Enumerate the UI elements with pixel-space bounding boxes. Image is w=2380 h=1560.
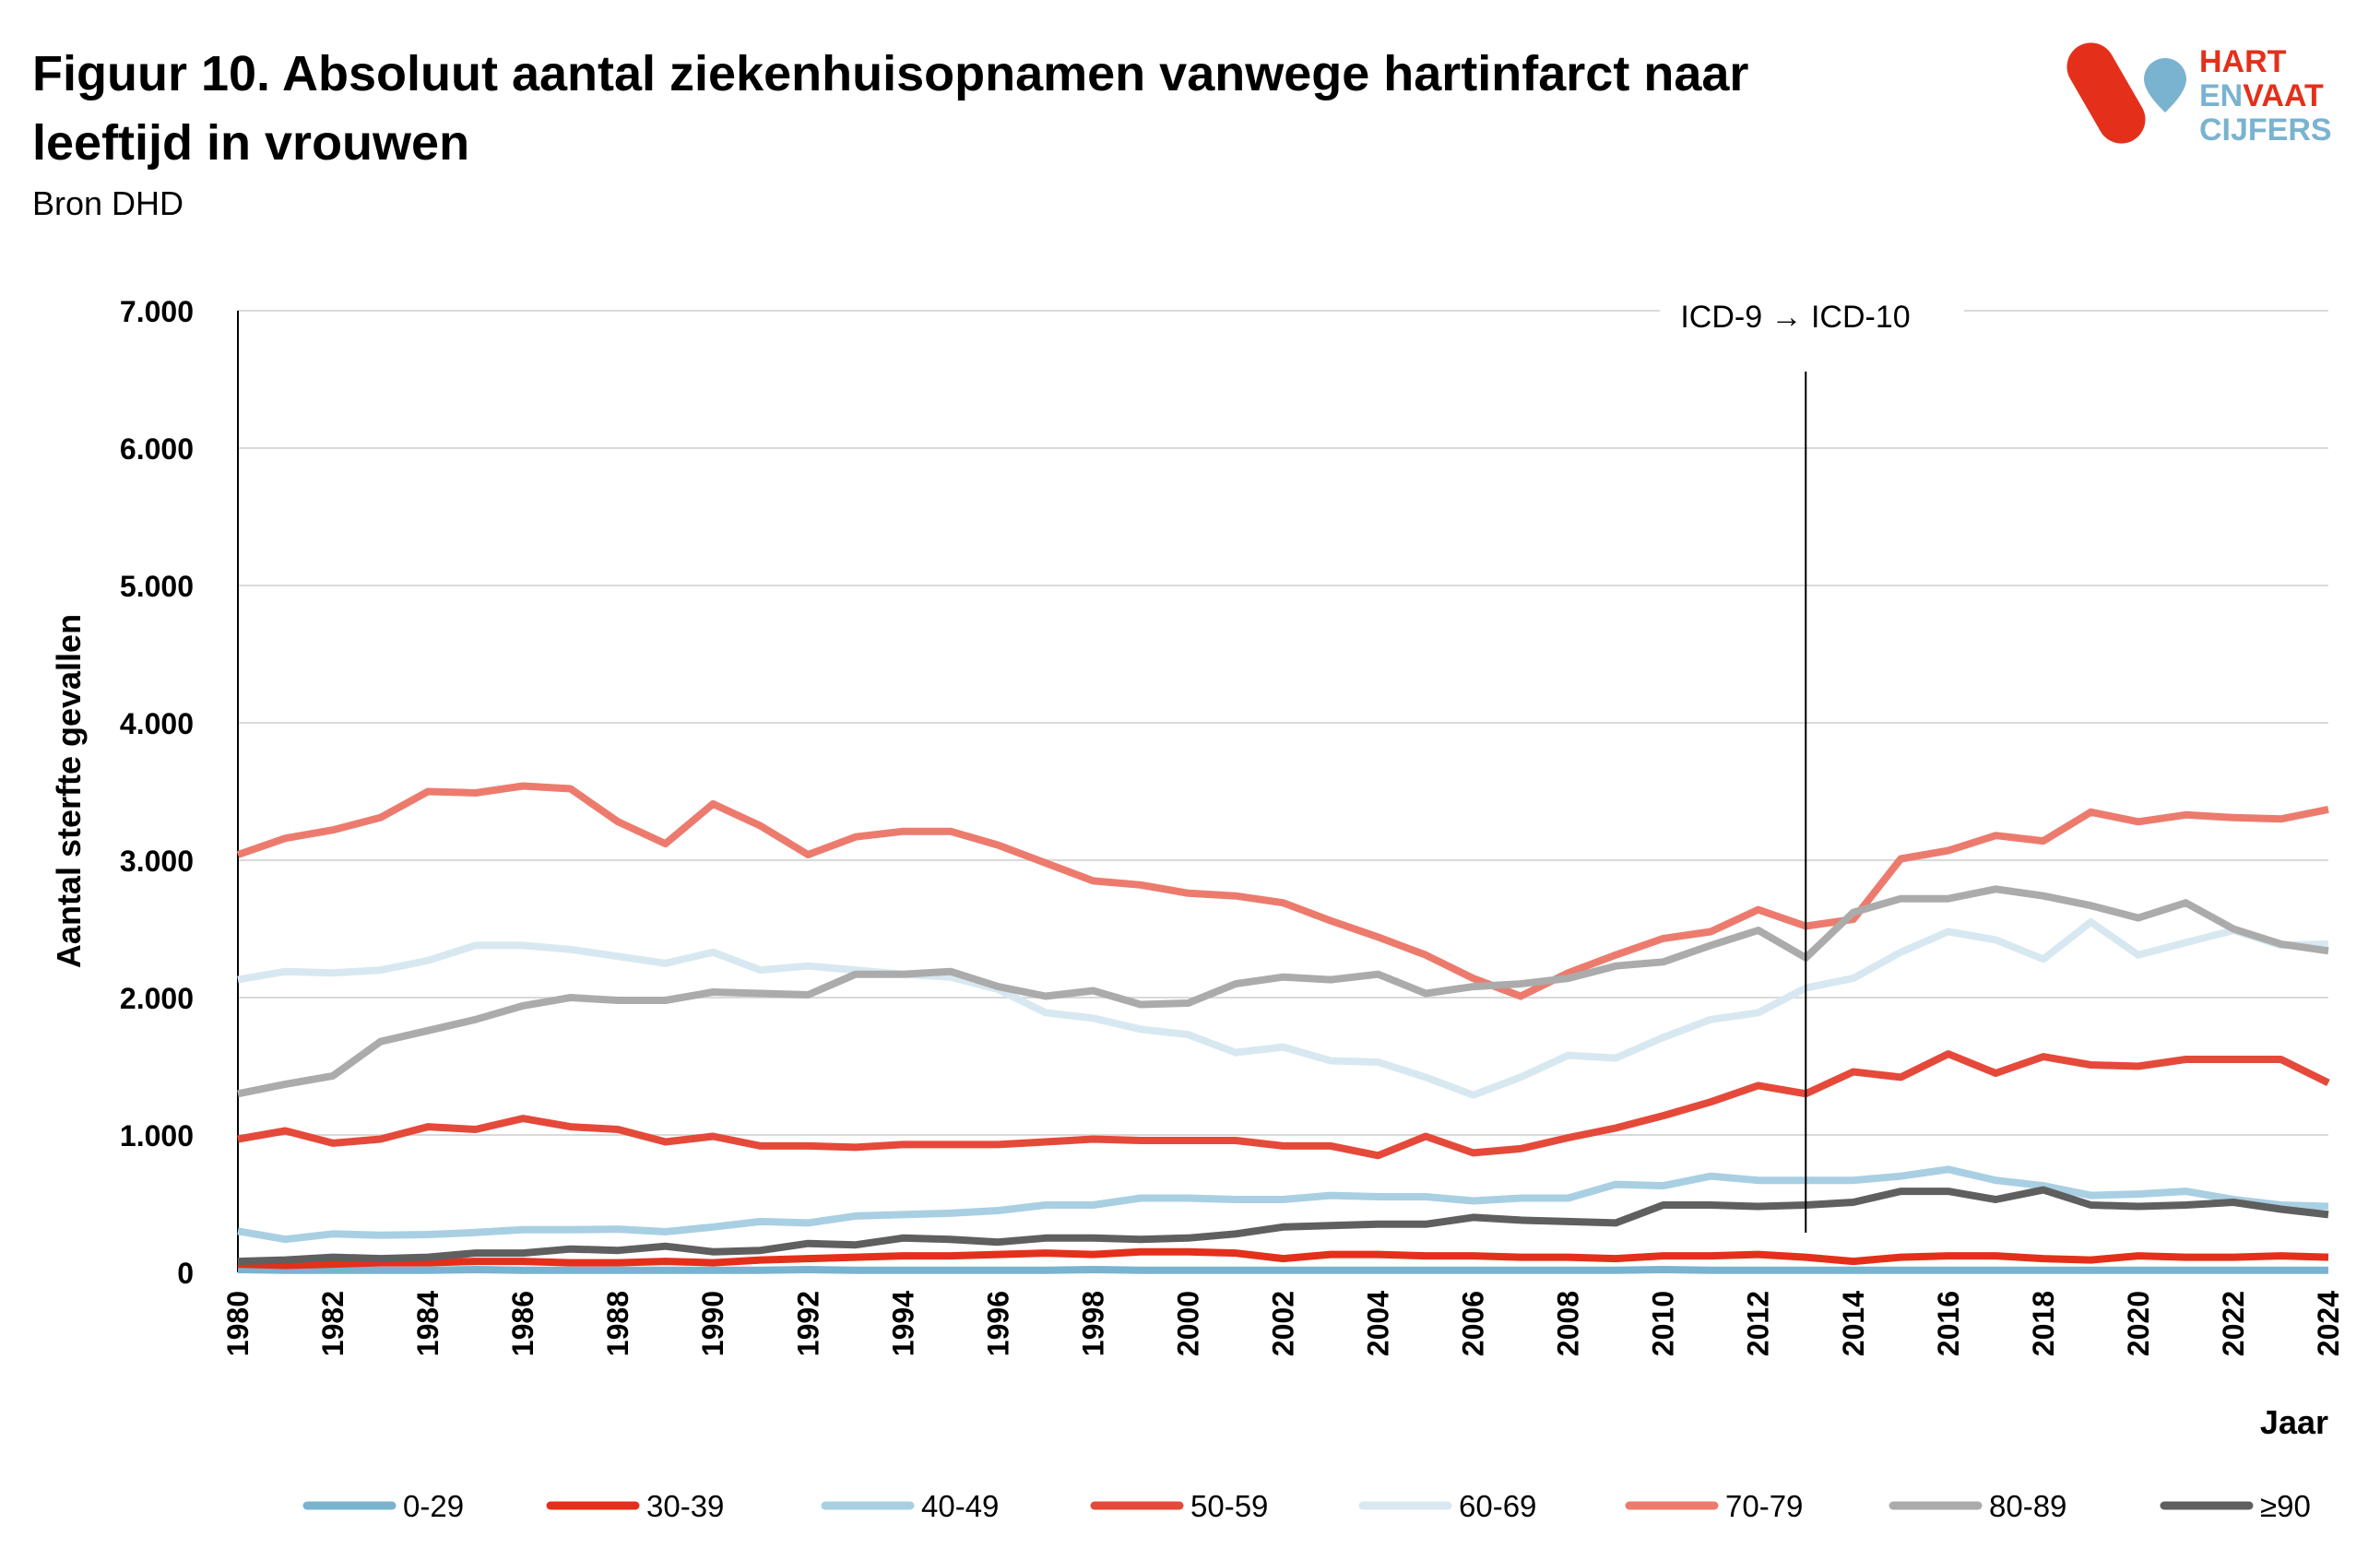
x-tick-label: 1996 — [981, 1291, 1014, 1356]
legend-item: 0-29 — [302, 1489, 464, 1523]
y-tick-label: 3.000 — [120, 845, 194, 878]
series-line-2 — [237, 1165, 2329, 1244]
legend-item: 50-59 — [1090, 1489, 1268, 1523]
series-line-4 — [237, 918, 2329, 1099]
x-tick-label: 2002 — [1267, 1291, 1300, 1356]
source-label: Bron DHD — [32, 184, 184, 222]
x-tick-label: 1990 — [696, 1291, 729, 1356]
x-tick-label: 1982 — [316, 1291, 349, 1356]
x-tick-label: 2020 — [2122, 1291, 2155, 1356]
legend: 0-29 30-39 40-49 50-59 60-69 70-79 80-89 ≥90 — [302, 1489, 2311, 1523]
y-tick-label: 0 — [177, 1257, 194, 1290]
legend-label: 60-69 — [1459, 1489, 1536, 1523]
x-tick-label: 1980 — [221, 1291, 255, 1356]
chart-title-line1: Figuur 10. Absoluut aantal ziekenhuisopn… — [32, 46, 1748, 101]
y-tick-label: 4.000 — [120, 707, 194, 740]
x-tick-label: 1992 — [791, 1291, 824, 1356]
svg-text:CIJFERS: CIJFERS — [2199, 112, 2332, 148]
svg-text:HART: HART — [2199, 44, 2287, 79]
y-tick-label: 5.000 — [120, 570, 194, 603]
series-line-3 — [237, 1050, 2330, 1160]
legend-label: 70-79 — [1725, 1489, 1803, 1523]
x-tick-label: 2008 — [1552, 1291, 1585, 1356]
series-line-7 — [237, 1186, 2329, 1266]
legend-label: 50-59 — [1190, 1489, 1268, 1523]
series-line-5 — [236, 782, 2329, 1000]
legend-item: 30-39 — [546, 1489, 724, 1523]
series-line-1 — [237, 1247, 2329, 1270]
legend-label: 30-39 — [646, 1489, 724, 1523]
x-tick-label: 2004 — [1362, 1291, 1395, 1356]
icd-annotation-label: ICD-9 → ICD-10 — [1680, 300, 1910, 335]
x-tick-label: 1994 — [886, 1291, 919, 1356]
x-axis-label: Jaar — [2260, 1403, 2328, 1441]
x-tick-label: 2000 — [1171, 1291, 1204, 1356]
x-tick-label: 2024 — [2312, 1291, 2345, 1356]
x-tick-label: 2012 — [1742, 1291, 1775, 1356]
gridlines — [238, 310, 2328, 1273]
x-tick-label: 2018 — [2027, 1291, 2060, 1356]
legend-label: ≥90 — [2260, 1489, 2311, 1523]
y-tick-labels: 0 1.000 2.000 3.000 4.000 5.000 6.000 7.000 — [120, 295, 194, 1290]
icd-annotation: ICD-9 → ICD-10 — [1660, 286, 1964, 1233]
x-tick-label: 1984 — [411, 1291, 444, 1356]
x-tick-label: 1998 — [1076, 1291, 1109, 1356]
series-lines — [236, 782, 2330, 1274]
y-tick-label: 1.000 — [120, 1119, 194, 1152]
x-tick-label: 1988 — [601, 1291, 634, 1356]
legend-item: 80-89 — [1889, 1489, 2066, 1523]
x-tick-label: 2022 — [2217, 1291, 2250, 1356]
x-tick-label: 2016 — [1932, 1291, 1965, 1356]
y-tick-label: 6.000 — [120, 432, 194, 466]
legend-label: 80-89 — [1989, 1489, 2066, 1523]
x-tick-label: 2010 — [1647, 1291, 1680, 1356]
y-tick-label: 2.000 — [120, 982, 194, 1015]
legend-label: 0-29 — [403, 1489, 464, 1523]
legend-label: 40-49 — [921, 1489, 999, 1523]
y-axis-label: Aantal sterfte gevallen — [50, 614, 88, 968]
legend-item: 40-49 — [821, 1489, 999, 1523]
chart-title-line2: leeftijd in vrouwen — [32, 115, 469, 171]
hartenvaatcijfers-logo: HART ENVAAT CIJFERS — [2066, 42, 2332, 148]
legend-item: 60-69 — [1358, 1489, 1536, 1523]
x-tick-labels: 1980 1982 1984 1986 1988 1990 1992 1994 1996 1998… — [221, 1291, 2345, 1356]
x-tick-label: 2006 — [1457, 1291, 1490, 1356]
legend-item: 70-79 — [1625, 1489, 1803, 1523]
svg-text:ENVAAT: ENVAAT — [2199, 78, 2324, 113]
legend-item: ≥90 — [2160, 1489, 2311, 1523]
x-tick-label: 1986 — [506, 1291, 539, 1356]
x-tick-label: 2014 — [1837, 1291, 1870, 1356]
series-line-6 — [237, 885, 2329, 1098]
y-tick-label: 7.000 — [120, 295, 194, 328]
